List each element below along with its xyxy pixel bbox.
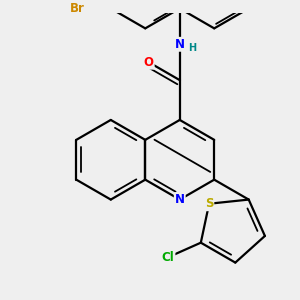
Text: H: H <box>188 43 196 53</box>
Text: N: N <box>175 193 185 206</box>
Text: Br: Br <box>70 2 84 15</box>
Text: S: S <box>205 197 213 210</box>
Text: N: N <box>175 38 185 51</box>
Text: Cl: Cl <box>162 251 175 264</box>
Text: O: O <box>144 56 154 69</box>
